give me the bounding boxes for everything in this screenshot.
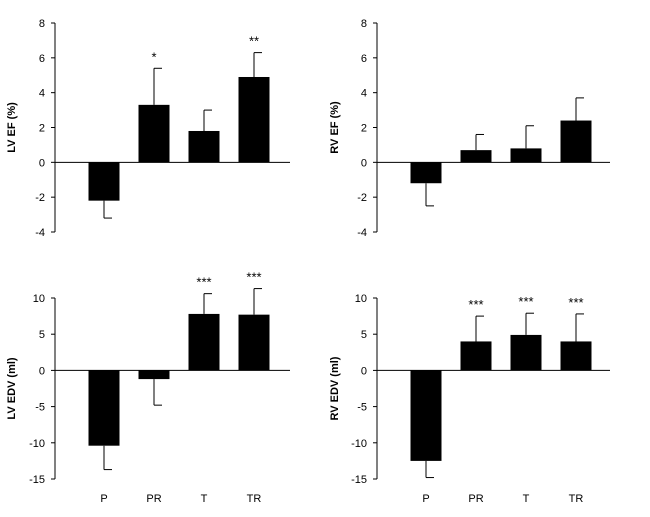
x-tick-label: T: [201, 493, 208, 505]
bar: [510, 334, 542, 371]
bar: [560, 341, 592, 371]
bar: [460, 341, 492, 371]
y-tick-label: -4: [357, 227, 367, 239]
bar: [188, 130, 220, 163]
bar: [510, 148, 542, 163]
x-tick-label: TR: [569, 493, 584, 505]
y-axis-title: RV EF (%): [329, 101, 341, 154]
y-tick-label: -15: [351, 474, 367, 486]
y-tick-label: 5: [361, 329, 367, 341]
y-tick-label: 6: [39, 53, 45, 65]
y-tick-label: 0: [39, 157, 45, 169]
y-tick-label: -2: [35, 192, 45, 204]
bar: [410, 162, 442, 184]
y-tick-label: -5: [357, 402, 367, 414]
y-axis-title: LV EF (%): [6, 102, 18, 153]
x-tick-label: T: [523, 493, 530, 505]
y-axis-title: RV EDV (ml): [329, 356, 341, 420]
bar: [238, 76, 270, 163]
x-tick-label: P: [100, 493, 107, 505]
bar: [460, 150, 492, 163]
y-tick-label: -4: [35, 227, 45, 239]
y-tick-label: 0: [39, 365, 45, 377]
y-tick-label: -5: [35, 402, 45, 414]
rv-ef-panel: -4 -2 0 2 4 6 8 RV EF (%): [329, 18, 610, 239]
significance-label: ***: [468, 297, 483, 312]
y-tick-label: 4: [39, 88, 45, 100]
bar: [188, 313, 220, 371]
bar: [88, 162, 120, 201]
bar: [88, 370, 120, 446]
significance-label: ***: [196, 275, 211, 290]
x-tick-label: P: [422, 493, 429, 505]
x-tick-label: PR: [468, 493, 483, 505]
y-tick-label: 10: [355, 293, 367, 305]
significance-label: ***: [246, 270, 261, 285]
y-tick-label: -10: [29, 438, 45, 450]
significance-label: **: [249, 34, 259, 49]
y-tick-label: 5: [39, 329, 45, 341]
y-tick-label: 0: [361, 157, 367, 169]
y-tick-label: 8: [361, 18, 367, 30]
x-tick-label: TR: [247, 493, 262, 505]
y-tick-label: -2: [357, 192, 367, 204]
y-tick-label: 6: [361, 53, 367, 65]
x-tick-label: PR: [146, 493, 161, 505]
y-tick-label: 0: [361, 365, 367, 377]
bar: [560, 120, 592, 163]
bar: [238, 314, 270, 371]
rv-edv-panel: -15 -10 -5 0 5 10 RV EDV (ml) P *** PR *** T *** TR: [329, 293, 610, 505]
bar: [138, 370, 170, 380]
y-tick-label: -10: [351, 438, 367, 450]
y-tick-label: 10: [33, 293, 45, 305]
y-tick-label: 4: [361, 88, 367, 100]
y-tick-label: -15: [29, 474, 45, 486]
y-tick-label: 8: [39, 18, 45, 30]
y-axis-title: LV EDV (ml): [6, 357, 18, 419]
y-tick-label: 2: [361, 123, 367, 135]
significance-label: *: [151, 49, 156, 64]
lv-edv-panel: -15 -10 -5 0 5 10 LV EDV (ml) P PR *** T *** TR: [6, 270, 290, 505]
bar: [138, 104, 170, 163]
significance-label: ***: [568, 295, 583, 310]
bar: [410, 370, 442, 461]
y-tick-label: 2: [39, 123, 45, 135]
significance-label: ***: [518, 294, 533, 309]
